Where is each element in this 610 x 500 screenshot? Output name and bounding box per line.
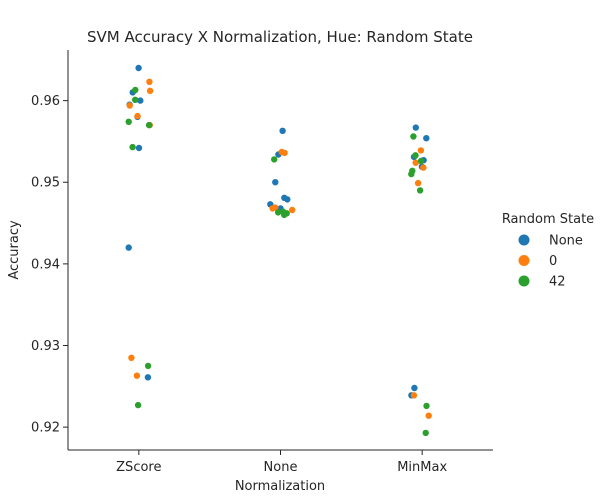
data-point bbox=[125, 244, 132, 251]
data-point bbox=[425, 412, 432, 419]
x-tick-label: MinMax bbox=[397, 460, 447, 475]
axes bbox=[67, 50, 493, 451]
y-tick-label: 0.93 bbox=[31, 339, 60, 354]
data-point bbox=[133, 372, 141, 379]
data-point bbox=[269, 205, 276, 212]
data-point bbox=[281, 149, 288, 157]
chart-title: SVM Accuracy X Normalization, Hue: Rando… bbox=[87, 28, 473, 46]
data-point bbox=[422, 429, 429, 437]
data-point bbox=[289, 206, 296, 214]
legend-marker bbox=[518, 255, 530, 266]
data-point bbox=[146, 78, 153, 86]
data-point bbox=[144, 374, 152, 381]
data-point bbox=[135, 64, 142, 72]
data-point bbox=[417, 147, 425, 154]
data-point bbox=[412, 152, 419, 159]
y-tick-label: 0.94 bbox=[31, 257, 60, 272]
y-tick-label: 0.92 bbox=[31, 421, 60, 436]
legend: Random State None 0 42 bbox=[502, 212, 594, 290]
legend-title: Random State bbox=[502, 212, 594, 227]
data-point bbox=[135, 144, 143, 152]
data-point bbox=[412, 159, 419, 166]
data-point bbox=[281, 211, 288, 219]
data-point bbox=[281, 194, 288, 201]
y-tick-label: 0.96 bbox=[31, 94, 60, 109]
data-point bbox=[145, 121, 153, 129]
data-point bbox=[126, 102, 133, 109]
legend-label: 42 bbox=[549, 275, 566, 290]
data-point bbox=[410, 392, 418, 399]
y-tick-label: 0.95 bbox=[31, 176, 60, 191]
data-point bbox=[411, 384, 418, 392]
data-point bbox=[420, 164, 427, 171]
data-point bbox=[134, 112, 141, 120]
data-point bbox=[125, 118, 132, 126]
data-point bbox=[412, 124, 419, 131]
x-tick-label: None bbox=[264, 460, 298, 475]
legend-marker bbox=[518, 275, 530, 287]
y-ticks: 0.92 0.93 0.94 0.95 0.96 bbox=[31, 94, 68, 436]
data-point bbox=[271, 156, 278, 163]
data-point bbox=[272, 179, 279, 186]
y-axis-label: Accuracy bbox=[7, 220, 22, 280]
legend-items: None 0 42 bbox=[518, 234, 583, 290]
data-point bbox=[423, 135, 430, 142]
data-point bbox=[423, 402, 430, 410]
data-point bbox=[274, 209, 282, 216]
data-point bbox=[128, 354, 135, 361]
legend-label: 0 bbox=[549, 254, 557, 269]
x-tick-label: ZScore bbox=[116, 460, 161, 475]
x-ticks: ZScore None MinMax bbox=[116, 450, 447, 475]
data-point bbox=[132, 96, 139, 104]
data-point bbox=[408, 170, 415, 178]
data-point bbox=[146, 87, 154, 95]
data-point bbox=[414, 179, 422, 187]
data-point bbox=[132, 86, 139, 94]
data-points bbox=[125, 64, 432, 437]
data-point bbox=[144, 362, 152, 370]
legend-marker bbox=[518, 234, 530, 246]
data-point bbox=[129, 143, 136, 151]
x-axis-label: Normalization bbox=[235, 479, 325, 494]
data-point bbox=[134, 401, 142, 409]
data-point bbox=[417, 157, 425, 165]
data-point bbox=[410, 133, 417, 140]
data-point bbox=[279, 127, 286, 134]
data-point bbox=[416, 187, 424, 194]
legend-label: None bbox=[549, 234, 583, 249]
data-point bbox=[137, 97, 144, 104]
